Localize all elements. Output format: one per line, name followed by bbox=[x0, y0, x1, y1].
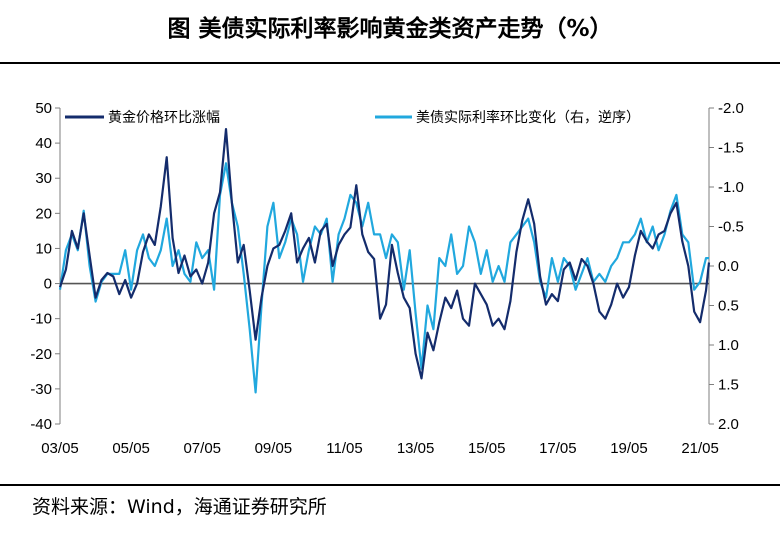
left-y-tick-label: 50 bbox=[35, 100, 52, 117]
left-y-tick-label: 20 bbox=[35, 205, 52, 222]
x-tick-label: 03/05 bbox=[41, 440, 79, 457]
right-y-tick-label: 0.5 bbox=[718, 298, 739, 315]
right-y-tick-label: -0.5 bbox=[718, 219, 744, 236]
x-tick-label: 21/05 bbox=[681, 440, 719, 457]
right-y-tick-label: 0.0 bbox=[718, 258, 739, 275]
legend-label-rate: 美债实际利率环比变化（右，逆序） bbox=[416, 109, 640, 126]
left-y-tick-label: -30 bbox=[30, 381, 52, 398]
real-rate-mom-line bbox=[58, 162, 709, 394]
left-y-tick-label: -10 bbox=[30, 311, 52, 328]
x-tick-label: 11/05 bbox=[326, 440, 362, 457]
legend-label-gold: 黄金价格环比涨幅 bbox=[108, 109, 220, 126]
right-y-tick-label: 1.5 bbox=[718, 377, 739, 394]
x-tick-label: 09/05 bbox=[255, 440, 293, 457]
gold-price-mom-line bbox=[58, 128, 711, 380]
right-y-tick-label: -1.5 bbox=[718, 140, 744, 157]
right-y-tick-label: 2.0 bbox=[718, 416, 739, 433]
x-tick-label: 13/05 bbox=[397, 440, 435, 457]
left-y-tick-label: 30 bbox=[35, 170, 52, 187]
right-y-tick-label: -1.0 bbox=[718, 179, 744, 196]
right-y-tick-label: 1.0 bbox=[718, 337, 739, 354]
title-divider bbox=[0, 62, 780, 64]
x-tick-label: 17/05 bbox=[539, 440, 577, 457]
left-y-tick-label: -20 bbox=[30, 346, 52, 363]
left-y-tick-label: 0 bbox=[44, 276, 52, 293]
x-tick-label: 07/05 bbox=[183, 440, 221, 457]
source-divider bbox=[0, 484, 780, 486]
x-tick-label: 19/05 bbox=[610, 440, 648, 457]
source-note: 资料来源：Wind，海通证券研究所 bbox=[32, 496, 327, 518]
left-y-tick-label: -40 bbox=[30, 416, 52, 433]
left-y-tick-label: 10 bbox=[35, 240, 52, 257]
right-y-tick-label: -2.0 bbox=[718, 100, 744, 117]
chart-title: 图 美债实际利率影响黄金类资产走势（%） bbox=[167, 16, 613, 42]
x-tick-label: 05/05 bbox=[112, 440, 150, 457]
x-tick-label: 15/05 bbox=[468, 440, 506, 457]
left-y-tick-label: 40 bbox=[35, 135, 52, 152]
